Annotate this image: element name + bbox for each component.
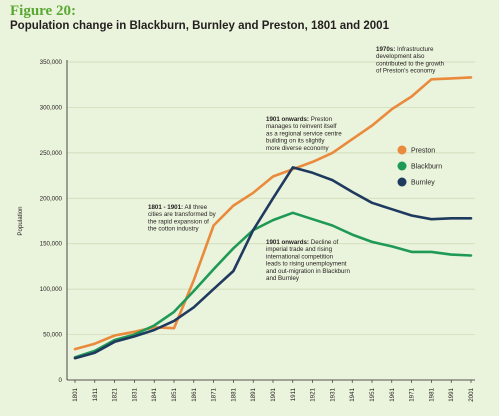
x-tick-label: 1871: [211, 387, 218, 401]
x-tick-label: 1921: [310, 387, 317, 401]
series-line-blackburn: [73, 211, 473, 359]
y-tick-label: 200,000: [40, 195, 63, 202]
grid-lines: [67, 61, 475, 335]
figure-label: Figure 20:: [10, 3, 76, 19]
y-tick-label: 350,000: [40, 59, 63, 66]
x-tick-label: 1831: [131, 387, 138, 401]
x-tick-label: 1931: [329, 387, 336, 401]
annotation: 1901 onwards: Preston manages to reinvent…: [266, 116, 342, 152]
x-tick-label: 1811: [92, 387, 99, 401]
x-tick-label: 1851: [171, 387, 178, 401]
y-tick-label: 250,000: [40, 150, 63, 157]
y-tick-label: 150,000: [40, 241, 63, 248]
legend-label-burnley: Burnley: [411, 180, 435, 187]
annotation: 1901 onwards: Decline of imperial trade a…: [266, 239, 350, 282]
legend-marker-burnley: [397, 177, 407, 187]
x-tick-label: 1841: [151, 387, 158, 401]
x-tick-label: 1801: [72, 387, 79, 401]
y-tick-label: 100,000: [40, 286, 63, 293]
legend-label-blackburn: Blackburn: [411, 164, 442, 171]
x-tick-labels: 1801 1811 1821 1831 1841 1851 1861 1871 1881 1891…: [72, 380, 475, 402]
series-line-burnley: [73, 166, 473, 360]
legend-marker-blackburn: [397, 161, 407, 171]
y-tick-label: 0: [59, 377, 63, 384]
annotations: 1970s: Infrastructure development also con…: [148, 46, 445, 282]
x-tick-label: 1991: [448, 387, 455, 401]
annotation: 1801 - 1901: All three cities are transfo…: [148, 204, 217, 233]
legend-label-preston: Preston: [411, 148, 435, 155]
x-tick-label: 1821: [112, 387, 119, 401]
y-tick-labels: 0 50,000 100,000 150,000 200,000 250,000 300,0…: [40, 59, 63, 384]
y-axis-label: Population: [17, 206, 24, 236]
y-tick-label: 300,000: [40, 104, 63, 111]
legend-marker-preston: [397, 145, 407, 155]
figure-title: Population change in Blackburn, Burnley …: [10, 20, 389, 32]
x-tick-label: 1971: [409, 387, 416, 401]
series-lines: [73, 76, 473, 360]
x-tick-label: 1901: [270, 387, 277, 401]
x-tick-label: 1981: [428, 387, 435, 401]
x-tick-label: 1911: [290, 387, 297, 401]
x-tick-label: 1881: [230, 387, 237, 401]
x-tick-label: 2001: [468, 387, 475, 401]
legend: Preston Blackburn Burnley: [397, 145, 442, 187]
axes: Population: [17, 60, 475, 381]
annotation: 1970s: Infrastructure development also con…: [376, 46, 445, 75]
x-tick-label: 1861: [191, 387, 198, 401]
x-tick-label: 1961: [389, 387, 396, 401]
y-tick-label: 50,000: [43, 332, 62, 339]
x-tick-label: 1941: [349, 387, 356, 401]
x-tick-label: 1891: [250, 387, 257, 401]
x-tick-label: 1951: [369, 387, 376, 401]
